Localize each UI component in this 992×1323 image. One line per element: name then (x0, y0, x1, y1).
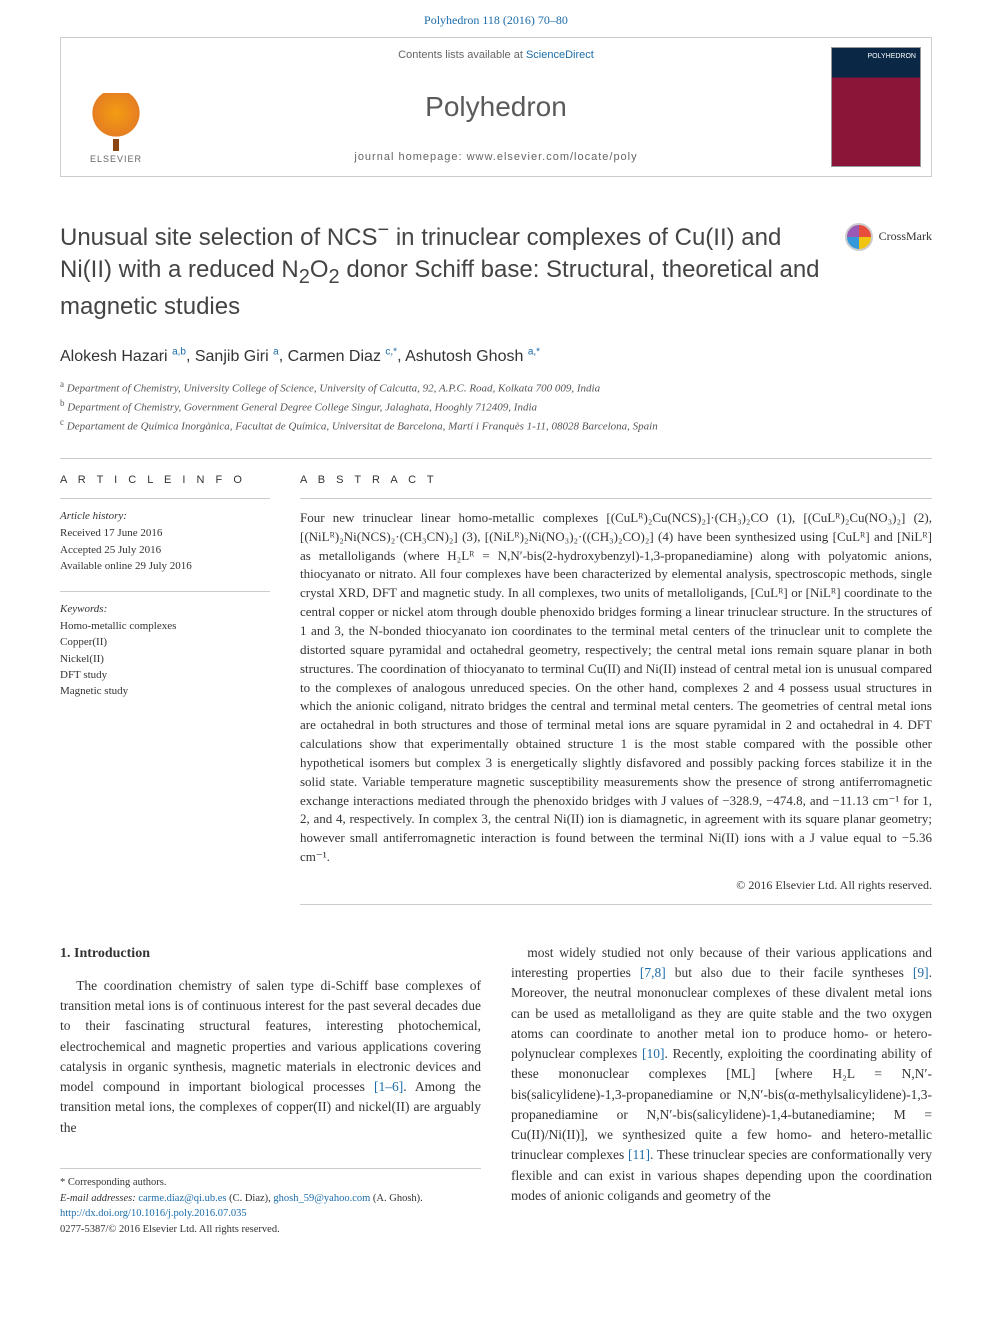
article-info-heading: A R T I C L E I N F O (60, 473, 270, 488)
title-sub: 2 (299, 266, 310, 288)
email-label: E-mail addresses: (60, 1193, 136, 1204)
divider (60, 458, 932, 459)
online-date: Available online 29 July 2016 (60, 559, 270, 574)
copyright-line: © 2016 Elsevier Ltd. All rights reserved… (300, 877, 932, 894)
meta-abstract-row: A R T I C L E I N F O Article history: R… (60, 473, 932, 915)
cover-title: POLYHEDRON (868, 52, 917, 62)
author-list: Alokesh Hazari a,b, Sanjib Giri a, Carme… (60, 345, 932, 368)
journal-cover-thumbnail[interactable]: POLYHEDRON (831, 47, 921, 167)
doi-link[interactable]: http://dx.doi.org/10.1016/j.poly.2016.07… (60, 1208, 247, 1219)
intro-text: most widely studied not only because of … (511, 945, 932, 1203)
email-link[interactable]: ghosh_59@yahoo.com (273, 1193, 370, 1204)
affiliation: a Department of Chemistry, University Co… (60, 378, 932, 397)
email-who: (A. Ghosh). (373, 1193, 423, 1204)
abstract-heading: A B S T R A C T (300, 473, 932, 488)
elsevier-logo[interactable]: ELSEVIER (81, 86, 151, 166)
divider (300, 904, 932, 905)
author: Ashutosh Ghosh a,* (405, 348, 540, 365)
sciencedirect-link[interactable]: ScienceDirect (526, 49, 594, 61)
article-info: A R T I C L E I N F O Article history: R… (60, 473, 270, 915)
citation-bar: Polyhedron 118 (2016) 70–80 (0, 0, 992, 37)
history-heading: Article history: (60, 509, 270, 524)
journal-header-panel: ELSEVIER Contents lists available at Sci… (60, 37, 932, 177)
abstract-block: A B S T R A C T Four new trinuclear line… (300, 473, 932, 915)
contents-prefix: Contents lists available at (398, 49, 526, 61)
corresponding-note: * Corresponding authors. (60, 1175, 481, 1191)
citation-text[interactable]: Polyhedron 118 (2016) 70–80 (424, 13, 568, 27)
divider (60, 498, 270, 499)
affiliation: c Departament de Química Inorgànica, Fac… (60, 416, 932, 435)
body-col-right: most widely studied not only because of … (511, 943, 932, 1238)
accepted-date: Accepted 25 July 2016 (60, 543, 270, 558)
cover-area: POLYHEDRON (821, 38, 931, 176)
publisher-name: ELSEVIER (90, 153, 142, 166)
intro-para-1: The coordination chemistry of salen type… (60, 976, 481, 1138)
article-title: Unusual site selection of NCS− in trinuc… (60, 217, 825, 324)
crossmark-label: CrossMark (879, 228, 932, 245)
keywords-heading: Keywords: (60, 602, 270, 617)
header-center: Contents lists available at ScienceDirec… (171, 38, 821, 176)
keyword: Nickel(II) (60, 652, 270, 667)
intro-para-2: most widely studied not only because of … (511, 943, 932, 1206)
divider (300, 498, 932, 499)
abstract-text: Four new trinuclear linear homo-metallic… (300, 509, 932, 867)
affiliations: a Department of Chemistry, University Co… (60, 378, 932, 435)
section-heading: 1. Introduction (60, 943, 481, 964)
body-col-left: 1. Introduction The coordination chemist… (60, 943, 481, 1238)
publisher-logo-area: ELSEVIER (61, 38, 171, 176)
keyword: Homo-metallic complexes (60, 619, 270, 634)
crossmark-icon (845, 223, 873, 251)
issn-line: 0277-5387/© 2016 Elsevier Ltd. All right… (60, 1222, 481, 1238)
crossmark-badge[interactable]: CrossMark (845, 223, 932, 251)
footnotes: * Corresponding authors. E-mail addresse… (60, 1168, 481, 1238)
title-row: Unusual site selection of NCS− in trinuc… (60, 217, 932, 324)
email-link[interactable]: carme.diaz@qi.ub.es (138, 1193, 226, 1204)
author: Sanjib Giri a (195, 348, 279, 365)
intro-text: The coordination chemistry of salen type… (60, 978, 481, 1135)
keyword: Magnetic study (60, 684, 270, 699)
journal-name: Polyhedron (181, 87, 811, 126)
keyword: DFT study (60, 668, 270, 683)
homepage-line: journal homepage: www.elsevier.com/locat… (181, 150, 811, 165)
divider (60, 591, 270, 592)
contents-line: Contents lists available at ScienceDirec… (181, 48, 811, 63)
homepage-prefix: journal homepage: (354, 151, 466, 163)
homepage-url[interactable]: www.elsevier.com/locate/poly (467, 151, 638, 163)
keyword: Copper(II) (60, 635, 270, 650)
title-sub: 2 (329, 266, 340, 288)
title-part: Unusual site selection of NCS (60, 224, 377, 251)
affiliation: b Department of Chemistry, Government Ge… (60, 397, 932, 416)
title-part: O (310, 256, 329, 283)
author: Carmen Diaz c,* (288, 348, 397, 365)
body-columns: 1. Introduction The coordination chemist… (60, 943, 932, 1238)
email-who: (C. Diaz), (229, 1193, 271, 1204)
email-line: E-mail addresses: carme.diaz@qi.ub.es (C… (60, 1191, 481, 1207)
author: Alokesh Hazari a,b (60, 348, 186, 365)
title-sup: − (377, 219, 389, 241)
elsevier-tree-icon (91, 93, 141, 143)
received-date: Received 17 June 2016 (60, 526, 270, 541)
article-body: Unusual site selection of NCS− in trinuc… (0, 177, 992, 1258)
